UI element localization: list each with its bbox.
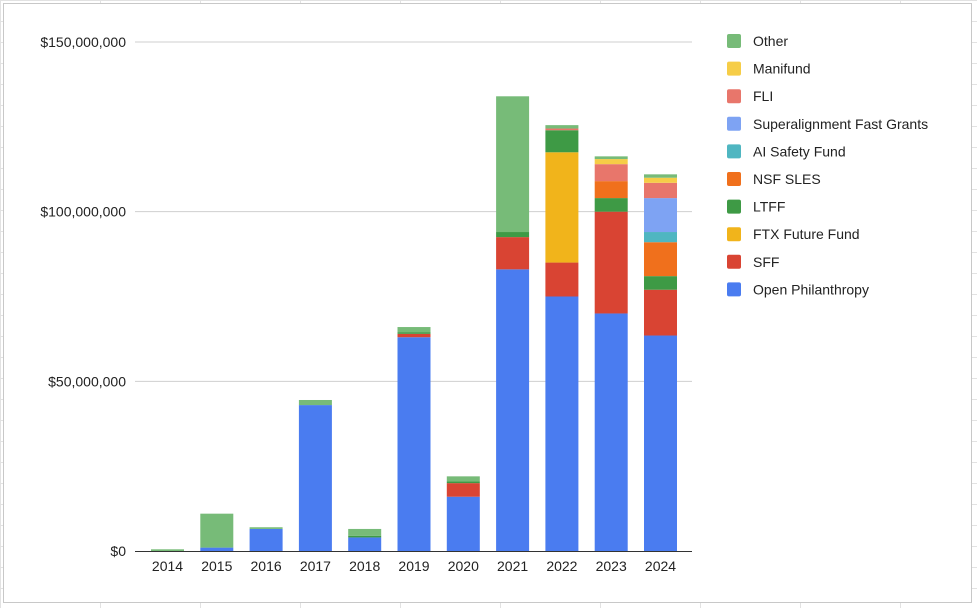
y-tick-label: $150,000,000 (40, 34, 126, 50)
legend-label: NSF SLES (753, 171, 821, 187)
x-tick-label: 2014 (152, 558, 183, 574)
legend-label: Superalignment Fast Grants (753, 116, 928, 132)
x-tick-label: 2015 (201, 558, 232, 574)
legend-swatch (727, 199, 741, 214)
bar-segment-sff-2019 (397, 333, 431, 338)
bar-segment-other-2017 (298, 399, 332, 406)
y-tick-label: $100,000,000 (40, 204, 126, 220)
legend-item: LTFF (727, 199, 785, 215)
bar-segment-sff-2020 (446, 483, 480, 497)
bar-segment-ltff-2021 (496, 232, 530, 238)
legend-label: Manifund (753, 61, 811, 77)
x-tick-label: 2017 (300, 558, 331, 574)
legend-swatch (727, 227, 741, 242)
bar-segment-ftx-future-fund-2022 (545, 152, 579, 263)
bar-segment-other-2019 (397, 327, 431, 333)
legend-swatch (727, 172, 741, 186)
bar-segment-ltff-2018 (348, 535, 382, 538)
legend-label: LTFF (753, 199, 785, 215)
bar-segment-other-2018 (348, 528, 382, 536)
bar-segment-other-2023 (594, 156, 628, 160)
bar-segment-open-philanthropy-2022 (545, 296, 579, 551)
chart-frame (3, 3, 972, 603)
bar-segment-open-philanthropy-2017 (298, 405, 332, 551)
x-tick-label: 2021 (497, 558, 528, 574)
legend-swatch (727, 282, 741, 297)
legend-item: AI Safety Fund (727, 143, 846, 159)
x-tick-label: 2019 (398, 558, 429, 574)
x-tick-label: 2018 (349, 558, 380, 574)
x-tick-label: 2020 (448, 558, 479, 574)
bar-segment-sff-2023 (594, 211, 628, 314)
bar-segment-other-2014 (151, 549, 184, 551)
legend-label: SFF (753, 254, 779, 270)
bar-segment-ltff-2024 (644, 276, 677, 290)
bar-segment-open-philanthropy-2021 (496, 269, 530, 551)
bar-segment-fli-2024 (644, 182, 677, 199)
bar-segment-nsf-sles-2024 (644, 242, 677, 277)
bar-segment-ltff-2019 (397, 332, 431, 334)
x-axis-tick-labels: 2014 2015 2016 2017 2018 2019 2020 2021 2022 2023… (152, 558, 676, 574)
bar-segment-ai-safety-fund-2024 (644, 232, 677, 243)
legend-label: FTX Future Fund (753, 226, 860, 242)
legend-item: FTX Future Fund (727, 226, 860, 242)
legend-item: FLI (727, 88, 773, 104)
bar-segment-other-2022 (545, 125, 579, 129)
bar-segment-ltff-2022 (545, 130, 579, 153)
bar-segment-open-philanthropy-2018 (348, 537, 382, 551)
bar-segment-manifund-2023 (594, 159, 628, 165)
legend-swatch (727, 89, 741, 104)
x-tick-label: 2024 (645, 558, 676, 574)
bar-segment-open-philanthropy-2019 (397, 337, 431, 551)
x-tick-label: 2023 (596, 558, 627, 574)
legend-label: AI Safety Fund (753, 143, 846, 159)
legend-item: Other (727, 33, 788, 49)
legend-swatch (727, 254, 741, 269)
bar-segment-other-2021 (496, 96, 530, 233)
y-axis-tick-labels: $0 $50,000,000 $100,000,000 $150,000,000 (40, 34, 126, 559)
legend-item: Manifund (727, 61, 811, 77)
bar-segment-open-philanthropy-2024 (644, 335, 677, 551)
x-tick-label: 2016 (251, 558, 282, 574)
y-tick-label: $50,000,000 (48, 373, 126, 389)
x-tick-label: 2022 (546, 558, 577, 574)
legend-item: Open Philanthropy (727, 281, 869, 297)
legend: Other Manifund FLI Superalignment Fast Gran… (727, 33, 928, 297)
legend-label: Open Philanthropy (753, 281, 869, 297)
bar-segment-superalignment-fast-grants-2024 (644, 198, 677, 233)
legend-item: NSF SLES (727, 171, 821, 187)
legend-swatch (727, 144, 741, 159)
legend-item: SFF (727, 254, 779, 270)
bar-segment-other-2015 (200, 513, 234, 548)
bar-segment-fli-2023 (594, 164, 628, 182)
bar-segment-other-2020 (446, 476, 480, 482)
y-tick-label: $0 (110, 543, 126, 559)
legend-swatch (727, 116, 741, 131)
bar-segment-other-2016 (249, 527, 283, 529)
bars (151, 96, 677, 551)
bar-segment-open-philanthropy-2020 (446, 496, 480, 551)
bar-segment-manifund-2024 (644, 177, 677, 183)
legend-label: Other (753, 33, 788, 49)
bar-segment-open-philanthropy-2023 (594, 313, 628, 551)
bar-segment-open-philanthropy-2015 (200, 547, 234, 551)
bar-segment-ltff-2023 (594, 198, 628, 212)
bar-segment-ltff-2020 (446, 481, 480, 484)
bar-segment-other-2024 (644, 174, 677, 178)
bar-segment-nsf-sles-2023 (594, 181, 628, 199)
legend-swatch (727, 34, 741, 48)
bar-segment-sff-2022 (545, 262, 579, 297)
legend-item: Superalignment Fast Grants (727, 116, 928, 132)
legend-swatch (727, 61, 741, 76)
bar-segment-open-philanthropy-2016 (249, 528, 283, 551)
bar-segment-sff-2021 (496, 237, 530, 270)
legend-label: FLI (753, 88, 773, 104)
bar-segment-sff-2024 (644, 289, 677, 336)
bar-segment-fli-2022 (545, 128, 579, 131)
